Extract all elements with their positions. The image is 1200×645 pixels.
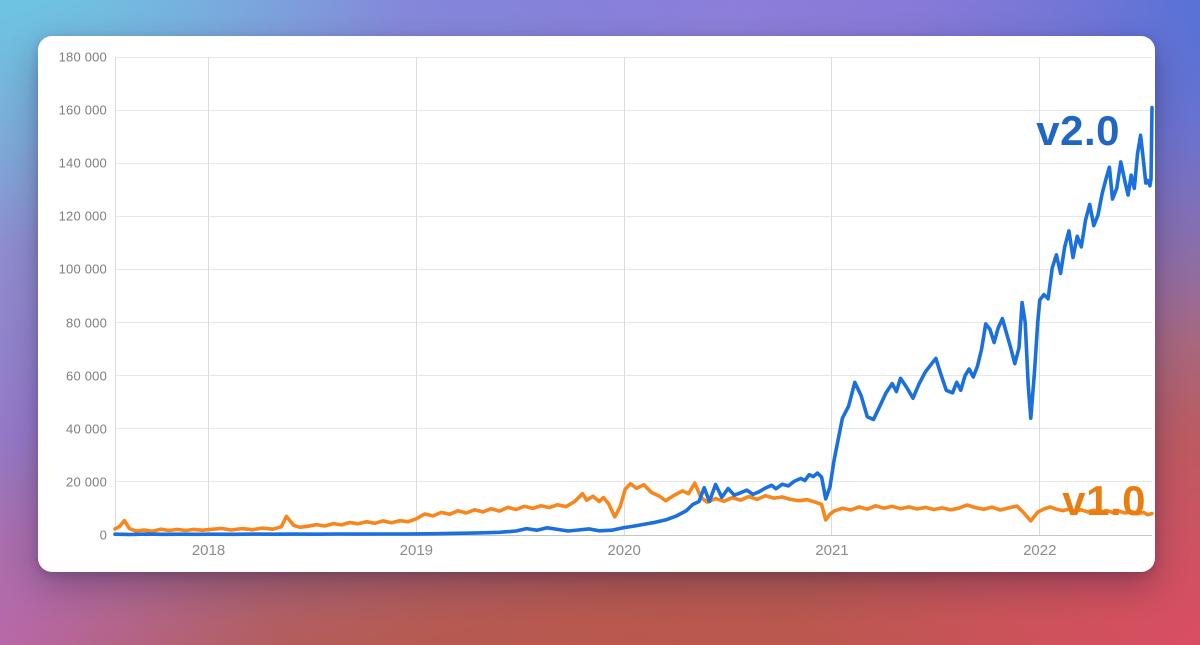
y-gridline	[115, 534, 1152, 536]
y-axis-tick-label: 20 000	[66, 474, 107, 490]
trend-lines-canvas	[113, 105, 1154, 537]
y-axis: 0 20 000 40 000 60 000 80 000 100 000 120 000 1…	[38, 50, 107, 543]
y-gridline	[115, 268, 1152, 270]
x-axis-tick-label: 2018	[191, 542, 226, 559]
x-axis-tick-label: 2020	[607, 542, 641, 559]
y-gridline	[115, 322, 1152, 324]
y-axis-tick-label: 40 000	[66, 421, 107, 437]
series-label-v1: v1.0	[1062, 477, 1146, 524]
v2-trend-line	[113, 105, 1154, 537]
y-axis-tick-label: 0	[99, 527, 107, 543]
x-axis-tick-label: 2019	[399, 542, 434, 559]
y-axis-tick-label: 60 000	[66, 368, 107, 384]
y-axis-tick-label: 120 000	[58, 208, 107, 224]
x-axis-tick-label: 2022	[1023, 542, 1057, 559]
y-axis-tick-label: 80 000	[66, 315, 107, 331]
x-gridline	[1039, 57, 1041, 535]
y-gridline	[115, 428, 1152, 430]
y-axis-tick-label: 140 000	[58, 155, 107, 171]
plot-area: v2.0 v1.0	[113, 56, 1154, 537]
x-gridline	[415, 57, 417, 535]
x-axis: 2018 2019 2020 2021 2022	[115, 540, 1152, 564]
x-gridline	[623, 57, 625, 535]
y-gridline	[115, 481, 1152, 483]
y-gridline	[115, 215, 1152, 217]
chart-card: 0 20 000 40 000 60 000 80 000 100 000 120 000 1…	[38, 36, 1155, 572]
plot-left-boundary	[115, 57, 116, 535]
x-axis-tick-label: 2021	[815, 542, 849, 559]
y-axis-tick-label: 160 000	[58, 102, 107, 118]
y-axis-tick-label: 100 000	[58, 261, 107, 277]
x-gridline	[831, 57, 833, 535]
y-gridline	[115, 375, 1152, 377]
x-gridline	[208, 57, 210, 535]
y-gridline	[115, 109, 1152, 111]
y-gridline	[115, 56, 1152, 58]
v1-trend-line	[113, 481, 1154, 534]
y-gridline	[115, 162, 1152, 164]
y-axis-tick-label: 180 000	[58, 49, 107, 65]
series-label-v2: v2.0	[1036, 107, 1120, 154]
